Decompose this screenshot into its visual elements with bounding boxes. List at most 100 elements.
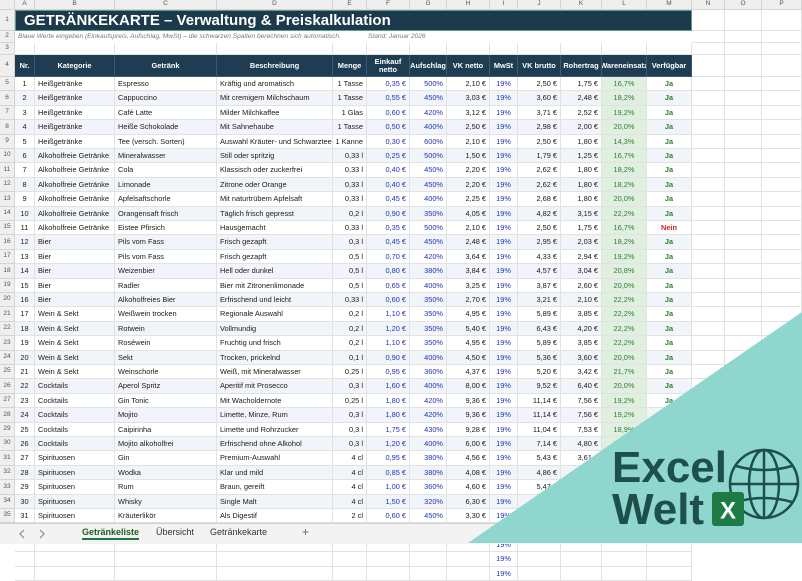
table-cell: Heiße Schokolade bbox=[115, 120, 217, 135]
table-cell: Cocktails bbox=[35, 422, 115, 437]
table-cell: 1,80 € bbox=[561, 177, 602, 193]
table-cell: 0,30 € bbox=[367, 134, 410, 149]
table-header: Menge bbox=[333, 55, 367, 77]
cell bbox=[692, 321, 725, 337]
table-cell: Ja bbox=[647, 177, 692, 193]
table-cell: 11,14 € bbox=[518, 408, 561, 423]
table-cell: 19% bbox=[490, 278, 518, 293]
row-header: 12 bbox=[0, 177, 15, 193]
table-cell: 350% bbox=[410, 293, 447, 308]
table-cell: 20,8% bbox=[602, 451, 647, 466]
table-cell: 19% bbox=[490, 120, 518, 135]
table-cell: 5,40 € bbox=[447, 321, 490, 337]
sheet-tab-bar: Getränkeliste Übersicht Getränkekarte + bbox=[0, 523, 802, 544]
cell bbox=[762, 465, 802, 481]
table-cell: Pils vom Fass bbox=[115, 235, 217, 250]
cell bbox=[762, 31, 802, 43]
row-header: 18 bbox=[0, 264, 15, 279]
table-cell: 18,2% bbox=[602, 177, 647, 193]
cell bbox=[725, 307, 762, 322]
table-cell: Alkoholfreie Getränke bbox=[35, 149, 115, 164]
table-cell: 600% bbox=[410, 134, 447, 149]
table-cell: Ja bbox=[647, 264, 692, 279]
table-cell: 2,94 € bbox=[561, 249, 602, 265]
table-cell: Radler bbox=[115, 278, 217, 293]
table-cell: 3,60 € bbox=[518, 91, 561, 106]
cell bbox=[725, 120, 762, 135]
sheet-tab[interactable]: Getränkekarte bbox=[210, 527, 268, 537]
row-header: 13 bbox=[0, 192, 15, 207]
cell bbox=[725, 163, 762, 178]
table-cell: 350% bbox=[410, 206, 447, 221]
cell bbox=[762, 350, 802, 365]
table-cell: Alkoholfreie Getränke bbox=[35, 163, 115, 178]
cell bbox=[762, 134, 802, 149]
table-cell: 20,0% bbox=[602, 278, 647, 293]
cell bbox=[692, 350, 725, 365]
cell bbox=[762, 206, 802, 221]
column-header: H bbox=[447, 0, 490, 10]
table-cell: Spirituosen bbox=[35, 465, 115, 481]
table-cell: 20,0% bbox=[602, 379, 647, 394]
table-cell: 3,15 € bbox=[561, 206, 602, 221]
table-cell: 3,85 € bbox=[561, 336, 602, 351]
table-cell: Bier bbox=[35, 264, 115, 279]
table-header: MwSt bbox=[490, 55, 518, 77]
add-sheet-button[interactable]: + bbox=[302, 525, 310, 539]
table-cell: 20,0% bbox=[602, 437, 647, 452]
cell bbox=[762, 55, 802, 77]
cell bbox=[762, 221, 802, 236]
sheet-tab[interactable]: Übersicht bbox=[156, 527, 195, 537]
table-cell: Single Malt bbox=[217, 494, 333, 509]
table-cell: 2,00 € bbox=[561, 120, 602, 135]
table-cell: Bier bbox=[35, 293, 115, 308]
table-cell: 380% bbox=[410, 451, 447, 466]
table-cell: 2,10 € bbox=[447, 134, 490, 149]
table-cell: 19% bbox=[490, 264, 518, 279]
cell bbox=[692, 408, 725, 423]
cell bbox=[692, 221, 725, 236]
table-cell: Wein & Sekt bbox=[35, 365, 115, 380]
table-cell: 5,43 € bbox=[518, 451, 561, 466]
cell bbox=[692, 77, 725, 92]
cell bbox=[518, 43, 561, 55]
cell bbox=[692, 451, 725, 466]
table-cell: 9,36 € bbox=[447, 408, 490, 423]
cell bbox=[725, 465, 762, 481]
table-cell: Kräuterlikör bbox=[115, 509, 217, 524]
table-cell: Apfelsaftschorle bbox=[115, 192, 217, 207]
table-cell: Klar und mild bbox=[217, 465, 333, 481]
table-cell: 420% bbox=[410, 408, 447, 423]
table-cell: 400% bbox=[410, 350, 447, 365]
table-cell: 19 bbox=[15, 336, 35, 351]
table-cell: 7,14 € bbox=[518, 437, 561, 452]
column-header: P bbox=[762, 0, 802, 10]
table-cell: 380% bbox=[410, 465, 447, 481]
table-cell: 1,50 € bbox=[447, 149, 490, 164]
cell bbox=[692, 134, 725, 149]
table-cell: Vollmundig bbox=[217, 321, 333, 337]
table-cell: 5,20 € bbox=[518, 365, 561, 380]
table-header: Aufschlag bbox=[410, 55, 447, 77]
cell bbox=[447, 552, 490, 567]
sheet-tab[interactable]: Getränkeliste bbox=[82, 527, 140, 540]
table-cell: 11 bbox=[15, 221, 35, 236]
cell bbox=[561, 566, 602, 581]
row-header: 21 bbox=[0, 307, 15, 322]
table-cell: 19% bbox=[490, 379, 518, 394]
table-cell: 320% bbox=[410, 494, 447, 509]
table-cell: 0,40 € bbox=[367, 163, 410, 178]
table-cell: 450% bbox=[410, 509, 447, 524]
table-cell: 1 bbox=[15, 77, 35, 92]
tab-nav[interactable] bbox=[0, 524, 60, 544]
cell bbox=[725, 350, 762, 365]
table-cell: 22 bbox=[15, 379, 35, 394]
table-cell: Ja bbox=[647, 480, 692, 495]
column-header: I bbox=[490, 0, 518, 10]
table-cell: Ja bbox=[647, 393, 692, 409]
table-cell: Heißgetränke bbox=[35, 134, 115, 149]
cell bbox=[762, 379, 802, 394]
table-cell: 2,10 € bbox=[447, 77, 490, 92]
table-cell: 0,3 l bbox=[333, 408, 367, 423]
table-cell: 1,80 € bbox=[367, 393, 410, 409]
